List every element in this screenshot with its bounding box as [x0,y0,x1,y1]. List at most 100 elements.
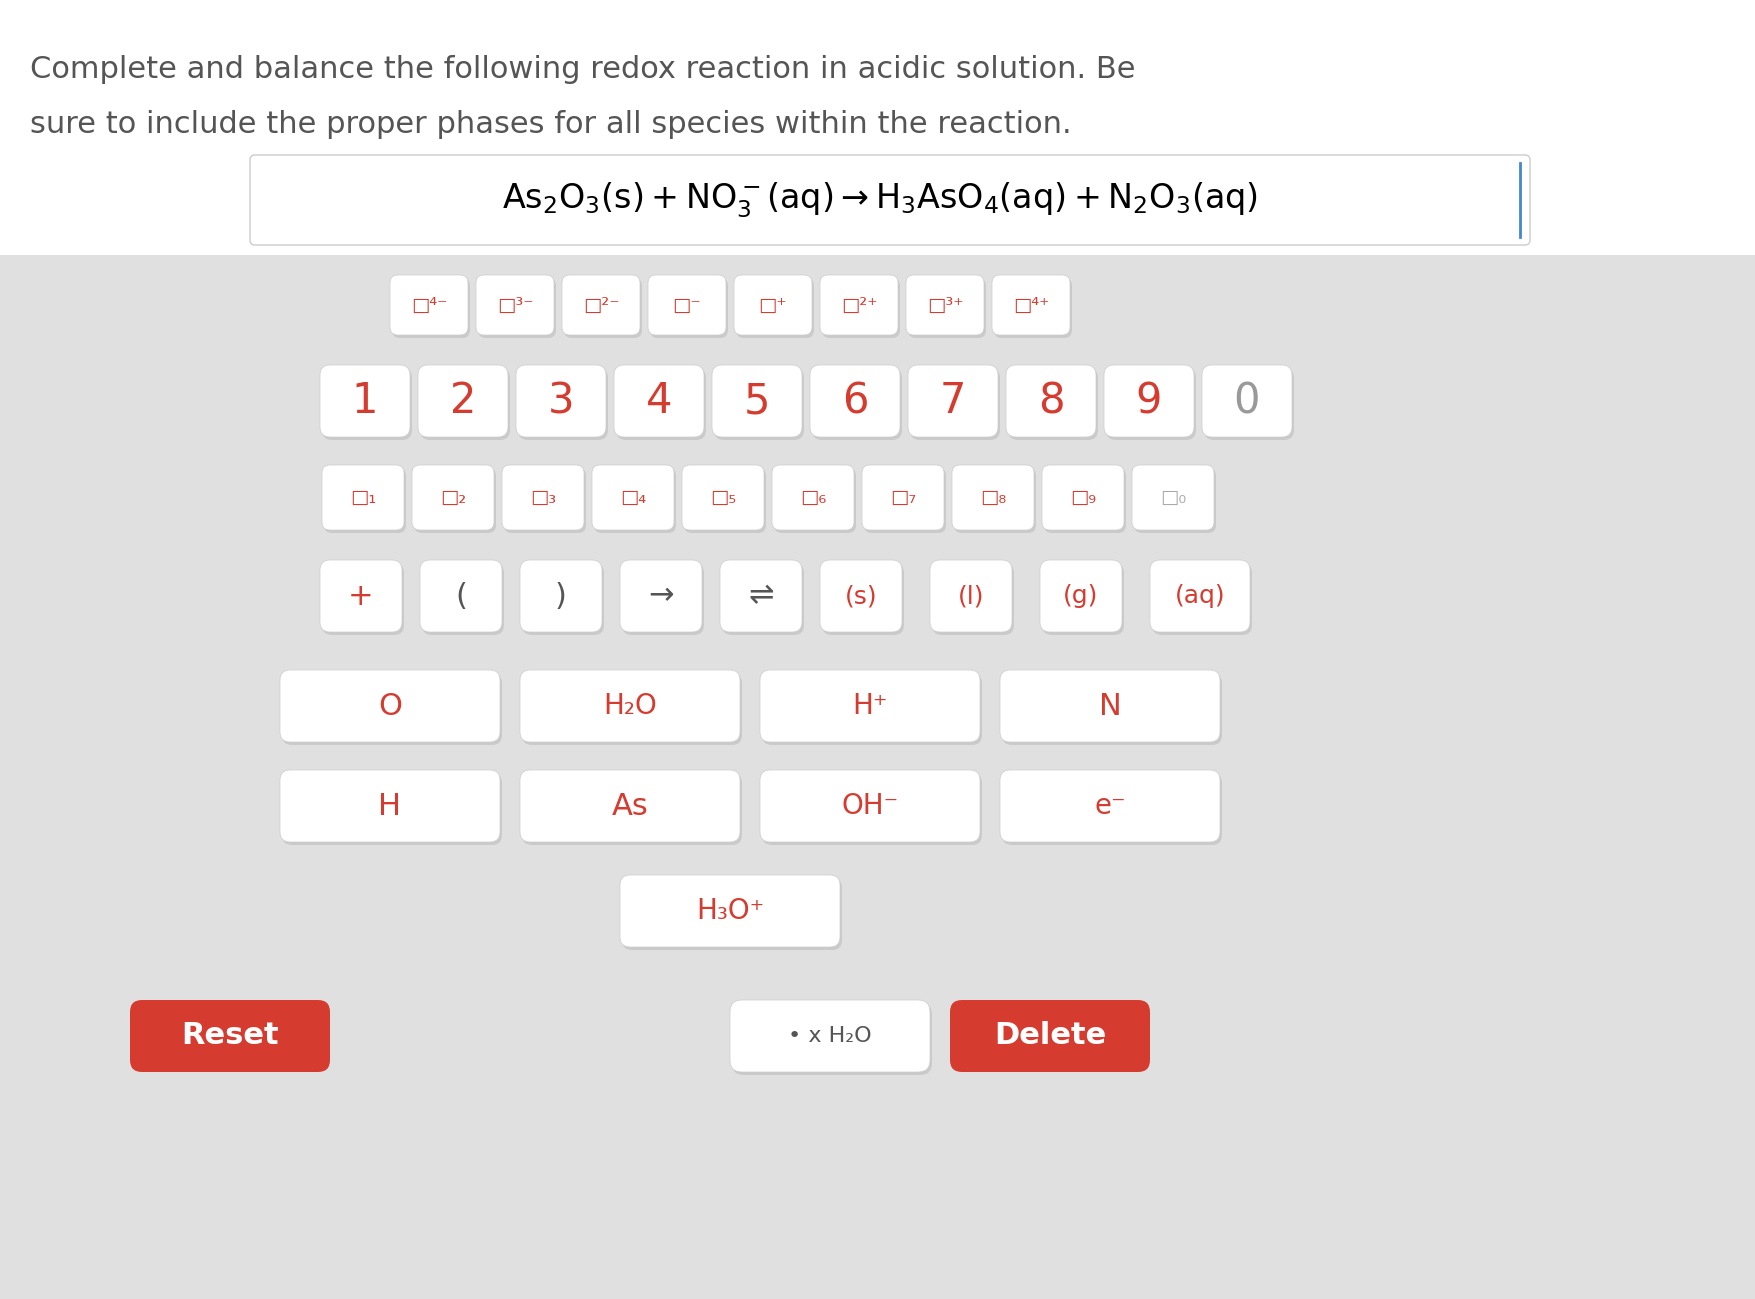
FancyBboxPatch shape [591,465,674,530]
FancyBboxPatch shape [502,465,584,530]
Text: □³⁻: □³⁻ [497,295,534,314]
Text: 5: 5 [744,381,770,422]
FancyBboxPatch shape [735,278,814,338]
Text: □₉: □₉ [1069,488,1095,507]
FancyBboxPatch shape [1041,465,1123,530]
FancyBboxPatch shape [1002,773,1221,846]
Text: 2: 2 [449,381,476,422]
FancyBboxPatch shape [949,1000,1150,1072]
FancyBboxPatch shape [648,275,725,335]
FancyBboxPatch shape [1151,562,1251,635]
Text: (: ( [455,582,467,611]
FancyBboxPatch shape [519,770,739,842]
FancyBboxPatch shape [325,468,405,533]
FancyBboxPatch shape [518,368,607,440]
Text: H₃O⁺: H₃O⁺ [695,898,763,925]
FancyBboxPatch shape [907,278,986,338]
Text: H⁺: H⁺ [851,692,888,720]
Text: e⁻: e⁻ [1093,792,1125,820]
FancyBboxPatch shape [1039,560,1121,633]
Text: 6: 6 [841,381,867,422]
Text: (s): (s) [844,585,878,608]
Text: (l): (l) [956,585,985,608]
FancyBboxPatch shape [993,278,1071,338]
FancyBboxPatch shape [620,876,839,947]
Text: ⇌: ⇌ [748,582,774,611]
FancyBboxPatch shape [421,562,504,635]
Text: Reset: Reset [181,1021,279,1051]
FancyBboxPatch shape [1044,468,1125,533]
Text: □₇: □₇ [890,488,916,507]
Text: □₂: □₂ [439,488,465,507]
FancyBboxPatch shape [319,560,402,633]
FancyBboxPatch shape [909,368,999,440]
FancyBboxPatch shape [279,670,500,742]
Text: ): ) [555,582,567,611]
FancyBboxPatch shape [809,365,900,436]
Text: $\mathrm{As_2O_3(s) + NO_3^-(aq) \rightarrow H_3AsO_4(aq) + N_2O_3(aq)}$: $\mathrm{As_2O_3(s) + NO_3^-(aq) \righta… [502,181,1257,220]
Bar [0,255,1755,1299]
FancyBboxPatch shape [1104,365,1193,436]
Text: H: H [379,791,402,821]
FancyBboxPatch shape [820,560,902,633]
FancyBboxPatch shape [999,770,1220,842]
FancyBboxPatch shape [774,468,855,533]
FancyBboxPatch shape [521,562,604,635]
Text: • x H₂O: • x H₂O [788,1026,870,1046]
Text: □³⁺: □³⁺ [927,295,963,314]
FancyBboxPatch shape [714,368,804,440]
FancyBboxPatch shape [821,278,900,338]
Text: 7: 7 [939,381,965,422]
FancyBboxPatch shape [519,560,602,633]
FancyBboxPatch shape [720,560,802,633]
FancyBboxPatch shape [649,278,728,338]
FancyBboxPatch shape [953,468,1035,533]
FancyBboxPatch shape [419,560,502,633]
Text: →: → [648,582,674,611]
FancyBboxPatch shape [1134,468,1214,533]
FancyBboxPatch shape [614,365,704,436]
FancyBboxPatch shape [1006,365,1095,436]
FancyBboxPatch shape [734,275,811,335]
FancyBboxPatch shape [711,365,802,436]
FancyBboxPatch shape [684,468,765,533]
FancyBboxPatch shape [821,562,904,635]
Text: □₆: □₆ [800,488,825,507]
FancyBboxPatch shape [519,670,739,742]
Text: □₅: □₅ [709,488,735,507]
FancyBboxPatch shape [999,670,1220,742]
FancyBboxPatch shape [414,468,495,533]
Text: 4: 4 [646,381,672,422]
FancyBboxPatch shape [820,275,897,335]
FancyBboxPatch shape [1041,562,1123,635]
FancyBboxPatch shape [616,368,706,440]
FancyBboxPatch shape [906,275,983,335]
FancyBboxPatch shape [992,275,1069,335]
FancyBboxPatch shape [762,773,981,846]
FancyBboxPatch shape [930,560,1011,633]
Text: 1: 1 [351,381,377,422]
FancyBboxPatch shape [321,465,404,530]
FancyBboxPatch shape [621,562,704,635]
FancyBboxPatch shape [521,773,742,846]
FancyBboxPatch shape [516,365,605,436]
FancyBboxPatch shape [681,465,763,530]
FancyBboxPatch shape [283,673,502,746]
FancyBboxPatch shape [562,275,639,335]
FancyBboxPatch shape [620,560,702,633]
Text: □²⁻: □²⁻ [583,295,620,314]
FancyBboxPatch shape [951,465,1034,530]
Text: (g): (g) [1064,585,1099,608]
FancyBboxPatch shape [1106,368,1195,440]
Text: N: N [1099,691,1121,721]
FancyBboxPatch shape [477,278,556,338]
FancyBboxPatch shape [732,1003,932,1076]
Text: 0: 0 [1234,381,1260,422]
FancyBboxPatch shape [476,275,553,335]
Text: H₂O: H₂O [602,692,656,720]
Text: Delete: Delete [993,1021,1106,1051]
FancyBboxPatch shape [907,365,997,436]
FancyBboxPatch shape [319,365,409,436]
FancyBboxPatch shape [862,465,944,530]
FancyBboxPatch shape [521,673,742,746]
